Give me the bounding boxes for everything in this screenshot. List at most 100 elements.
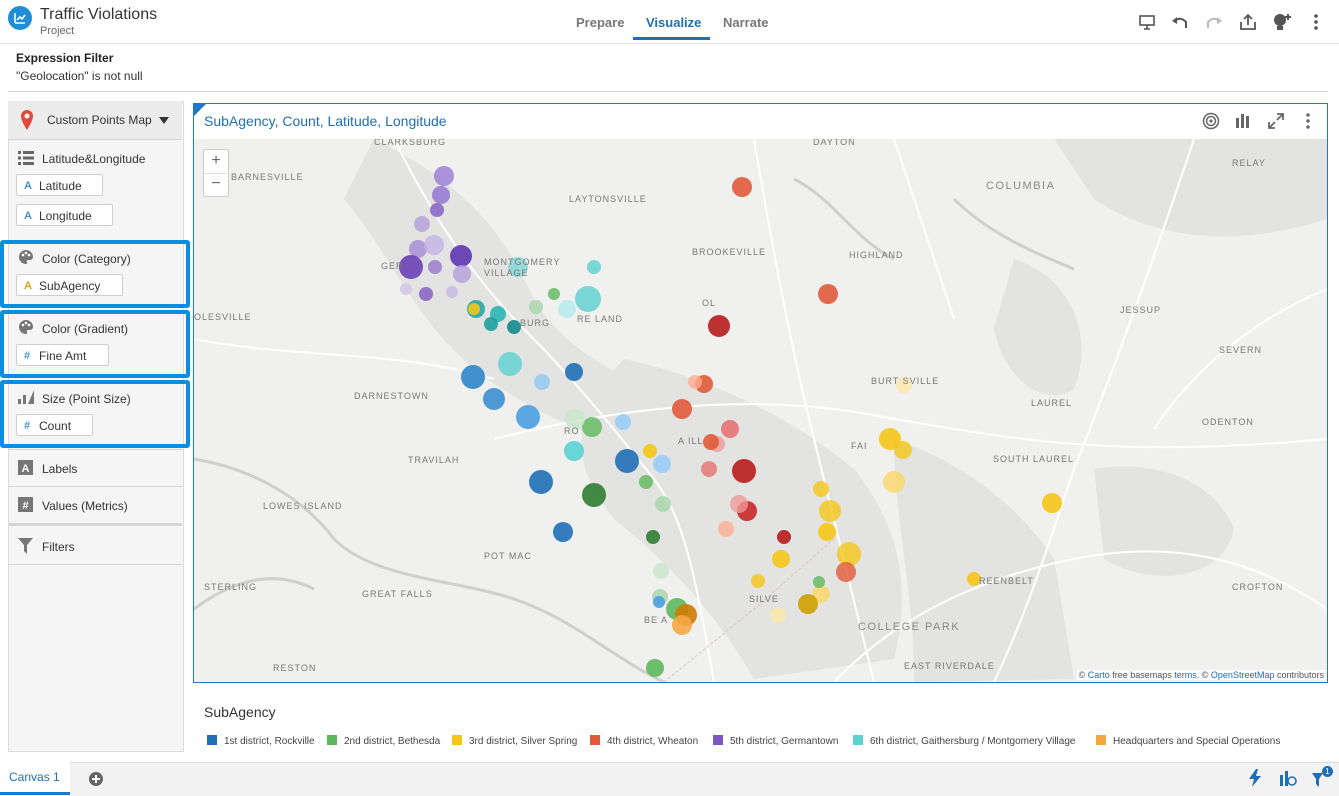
tab-narrate[interactable]: Narrate bbox=[723, 15, 769, 30]
data-point[interactable] bbox=[879, 428, 901, 450]
data-point[interactable] bbox=[484, 317, 498, 331]
data-point[interactable] bbox=[558, 300, 576, 318]
legend-item[interactable]: 3rd district, Silver Spring bbox=[452, 735, 577, 747]
data-point[interactable] bbox=[812, 585, 830, 603]
data-point[interactable] bbox=[772, 550, 790, 568]
data-point[interactable] bbox=[639, 475, 653, 489]
data-point[interactable] bbox=[453, 265, 471, 283]
data-point[interactable] bbox=[516, 405, 540, 429]
data-point[interactable] bbox=[414, 216, 430, 232]
undo-icon[interactable] bbox=[1170, 12, 1190, 32]
fine-amt-pill[interactable]: # Fine Amt bbox=[16, 344, 109, 366]
data-point[interactable] bbox=[672, 615, 692, 635]
data-refresh-icon[interactable] bbox=[1279, 769, 1297, 787]
data-point[interactable] bbox=[450, 245, 472, 267]
data-point[interactable] bbox=[409, 240, 427, 258]
redo-icon[interactable] bbox=[1204, 12, 1224, 32]
data-point[interactable] bbox=[798, 594, 818, 614]
data-point[interactable] bbox=[419, 287, 433, 301]
data-point[interactable] bbox=[553, 522, 573, 542]
viz-type-selector[interactable]: Custom Points Map bbox=[8, 101, 182, 140]
data-point[interactable] bbox=[432, 186, 450, 204]
data-point[interactable] bbox=[672, 399, 692, 419]
data-point[interactable] bbox=[837, 542, 861, 566]
data-point[interactable] bbox=[813, 576, 825, 588]
data-point[interactable] bbox=[1042, 493, 1062, 513]
data-point[interactable] bbox=[646, 659, 664, 677]
data-point[interactable] bbox=[587, 260, 601, 274]
more-icon[interactable] bbox=[1306, 12, 1326, 32]
data-point[interactable] bbox=[770, 607, 786, 623]
terms-link[interactable]: terms bbox=[1174, 670, 1197, 680]
canvas-tab[interactable]: Canvas 1 bbox=[0, 762, 70, 795]
filters-label[interactable]: Filters bbox=[42, 540, 75, 554]
chart-type-icon[interactable] bbox=[1235, 112, 1252, 129]
legend-item[interactable]: 5th district, Germantown bbox=[713, 735, 838, 747]
data-point[interactable] bbox=[529, 300, 543, 314]
labels-label[interactable]: Labels bbox=[42, 462, 78, 476]
data-point[interactable] bbox=[836, 562, 856, 582]
data-point[interactable] bbox=[730, 495, 748, 513]
data-point[interactable] bbox=[582, 417, 602, 437]
data-point[interactable] bbox=[653, 563, 669, 579]
tab-prepare[interactable]: Prepare bbox=[576, 15, 625, 30]
carto-link[interactable]: Carto bbox=[1087, 670, 1110, 680]
longitude-pill[interactable]: A Longitude bbox=[16, 204, 113, 226]
data-point[interactable] bbox=[777, 530, 791, 544]
data-point[interactable] bbox=[818, 284, 838, 304]
target-icon[interactable] bbox=[1202, 112, 1220, 130]
data-point[interactable] bbox=[468, 303, 480, 315]
count-pill[interactable]: # Count bbox=[16, 414, 93, 436]
data-point[interactable] bbox=[446, 286, 458, 298]
zoom-out-button[interactable]: − bbox=[211, 175, 221, 192]
data-point[interactable] bbox=[508, 257, 528, 277]
filter-title[interactable]: Expression Filter bbox=[16, 51, 114, 65]
legend-item[interactable]: 2nd district, Bethesda bbox=[327, 735, 440, 747]
map-canvas[interactable]: CLARKSBURG BARNESVILLE LAYTONSVILLE DAYT… bbox=[194, 139, 1327, 682]
data-point[interactable] bbox=[732, 177, 752, 197]
data-point[interactable] bbox=[813, 481, 829, 497]
legend-item[interactable]: Headquarters and Special Operations bbox=[1096, 735, 1280, 747]
data-point[interactable] bbox=[896, 377, 912, 393]
legend-item[interactable]: 6th district, Gaithersburg / Montgomery … bbox=[853, 735, 1075, 747]
data-point[interactable] bbox=[529, 470, 553, 494]
legend-item[interactable]: 4th district, Wheaton bbox=[590, 735, 698, 747]
data-point[interactable] bbox=[434, 166, 454, 186]
data-point[interactable] bbox=[653, 455, 671, 473]
data-point[interactable] bbox=[575, 286, 601, 312]
data-point[interactable] bbox=[534, 374, 550, 390]
data-point[interactable] bbox=[818, 523, 836, 541]
zoom-in-button[interactable]: + bbox=[204, 150, 228, 174]
share-icon[interactable] bbox=[1238, 12, 1258, 32]
data-point[interactable] bbox=[721, 420, 739, 438]
data-point[interactable] bbox=[498, 352, 522, 376]
data-point[interactable] bbox=[424, 235, 444, 255]
data-point[interactable] bbox=[507, 320, 521, 334]
viz-more-icon[interactable] bbox=[1299, 112, 1317, 130]
data-point[interactable] bbox=[967, 572, 981, 586]
auto-apply-icon[interactable] bbox=[1247, 769, 1263, 787]
data-point[interactable] bbox=[430, 203, 444, 217]
data-point[interactable] bbox=[548, 288, 560, 300]
data-point[interactable] bbox=[646, 530, 660, 544]
data-point[interactable] bbox=[819, 500, 841, 522]
subagency-pill[interactable]: A SubAgency bbox=[16, 274, 123, 296]
values-label[interactable]: Values (Metrics) bbox=[42, 499, 128, 513]
data-point[interactable] bbox=[461, 365, 485, 389]
insights-icon[interactable] bbox=[1271, 12, 1291, 32]
latitude-pill[interactable]: A Latitude bbox=[16, 174, 103, 196]
data-point[interactable] bbox=[883, 471, 905, 493]
filter-expression[interactable]: "Geolocation" is not null bbox=[16, 69, 143, 83]
data-point[interactable] bbox=[615, 449, 639, 473]
tab-visualize[interactable]: Visualize bbox=[646, 15, 702, 30]
data-point[interactable] bbox=[564, 441, 584, 461]
legend-item[interactable]: 1st district, Rockville bbox=[207, 735, 315, 747]
data-point[interactable] bbox=[708, 315, 730, 337]
data-point[interactable] bbox=[400, 283, 412, 295]
data-point[interactable] bbox=[703, 434, 719, 450]
data-point[interactable] bbox=[894, 441, 912, 459]
data-point[interactable] bbox=[565, 409, 585, 429]
data-point[interactable] bbox=[732, 459, 756, 483]
data-point[interactable] bbox=[701, 461, 717, 477]
data-point[interactable] bbox=[565, 363, 583, 381]
